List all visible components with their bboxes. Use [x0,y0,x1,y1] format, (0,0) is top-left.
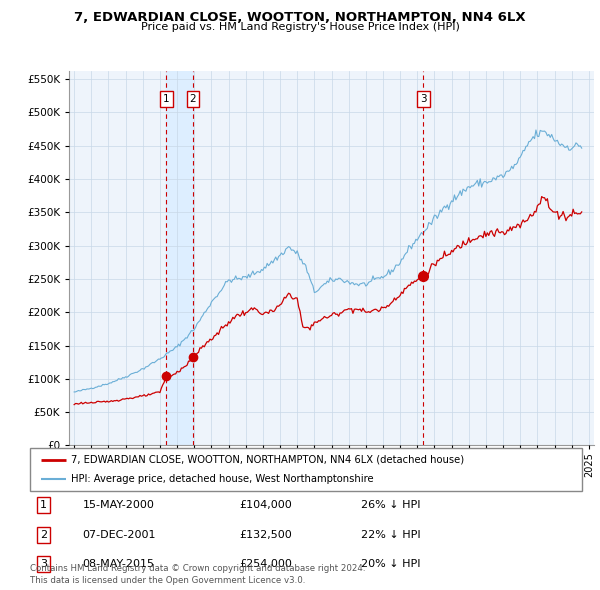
Text: Contains HM Land Registry data © Crown copyright and database right 2024.
This d: Contains HM Land Registry data © Crown c… [30,565,365,585]
Text: Price paid vs. HM Land Registry's House Price Index (HPI): Price paid vs. HM Land Registry's House … [140,22,460,32]
Text: 08-MAY-2015: 08-MAY-2015 [82,559,154,569]
Text: 3: 3 [40,559,47,569]
Text: 26% ↓ HPI: 26% ↓ HPI [361,500,421,510]
Text: 20% ↓ HPI: 20% ↓ HPI [361,559,421,569]
Text: HPI: Average price, detached house, West Northamptonshire: HPI: Average price, detached house, West… [71,474,374,484]
Text: 1: 1 [163,94,170,104]
Text: 1: 1 [40,500,47,510]
Text: 7, EDWARDIAN CLOSE, WOOTTON, NORTHAMPTON, NN4 6LX: 7, EDWARDIAN CLOSE, WOOTTON, NORTHAMPTON… [74,11,526,24]
Text: 3: 3 [420,94,427,104]
FancyBboxPatch shape [30,448,582,491]
Text: 2: 2 [190,94,196,104]
Text: 07-DEC-2001: 07-DEC-2001 [82,530,156,540]
Text: 15-MAY-2000: 15-MAY-2000 [82,500,154,510]
Text: 22% ↓ HPI: 22% ↓ HPI [361,530,421,540]
Bar [166,71,193,445]
Text: 2: 2 [40,530,47,540]
Text: £104,000: £104,000 [240,500,293,510]
Text: £132,500: £132,500 [240,530,293,540]
Text: 7, EDWARDIAN CLOSE, WOOTTON, NORTHAMPTON, NN4 6LX (detached house): 7, EDWARDIAN CLOSE, WOOTTON, NORTHAMPTON… [71,455,464,465]
Text: £254,000: £254,000 [240,559,293,569]
